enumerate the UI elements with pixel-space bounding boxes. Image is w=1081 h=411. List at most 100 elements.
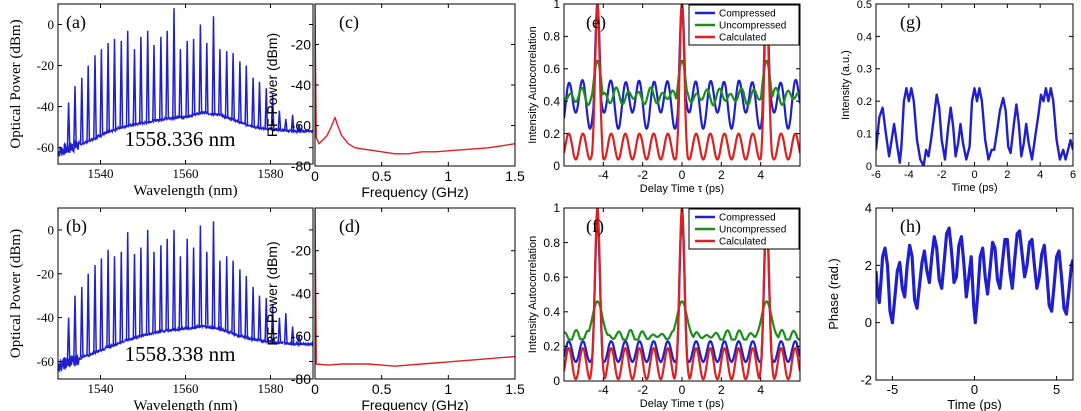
comb-line-14 bbox=[158, 245, 163, 332]
series-line-calculated bbox=[564, 4, 800, 161]
y-tick-label: 0.2 bbox=[543, 127, 560, 141]
comb-line-1 bbox=[73, 86, 77, 147]
comb-line-22 bbox=[211, 16, 216, 115]
x-tick-label: 1560 bbox=[173, 166, 199, 181]
comb-line-21 bbox=[204, 251, 209, 327]
comb-line-32 bbox=[277, 317, 282, 343]
plot-area-c bbox=[315, 4, 515, 155]
chart-panel-d: 0 0.5 1 1.5 -20 -40 -60 -80 Frequency (GHz) RF Po… bbox=[264, 207, 525, 411]
plot-area-a bbox=[58, 8, 313, 157]
wavelength-annotation: 1558.338 nm bbox=[125, 342, 236, 366]
y-tick-label: 0 bbox=[48, 17, 55, 32]
comb-line-33 bbox=[283, 118, 288, 131]
comb-line-4 bbox=[93, 55, 97, 138]
comb-line-33 bbox=[283, 313, 288, 344]
comb-line-30 bbox=[264, 297, 269, 342]
x-tick-label: 0 bbox=[679, 168, 686, 182]
y-tick-label: -40 bbox=[291, 77, 311, 93]
x-axis-label: Wavelength (nm) bbox=[133, 183, 237, 199]
chart-panel-a: 1540 1560 1580 0 -20 -40 -60 Wavelength (nm) Opt… bbox=[8, 3, 314, 199]
y-tick-label: -60 bbox=[291, 328, 311, 344]
y-tick-label: 0 bbox=[48, 222, 55, 237]
legend-entry: Calculated bbox=[719, 237, 766, 248]
comb-line-23 bbox=[217, 49, 222, 115]
comb-line-30 bbox=[264, 88, 269, 129]
comb-line-19 bbox=[191, 38, 196, 115]
legend-entry: Uncompressed bbox=[719, 21, 786, 32]
y-tick-label: 0.8 bbox=[543, 236, 560, 250]
chart-panel-h: -5 0 5 -2 0 2 4 Time (ps) Phase (rad.) (h) bbox=[826, 201, 1074, 411]
comb-line-18 bbox=[185, 238, 190, 329]
panel-label: (e) bbox=[586, 12, 606, 33]
y-tick-label: -80 bbox=[291, 158, 311, 174]
chart-panel-g: -6 -4 -2 0 2 4 6 0 0.1 0.2 0.3 0.4 0.5 Time (ps) Inten… bbox=[840, 0, 1076, 194]
y-tick-label: -80 bbox=[291, 371, 311, 387]
series-line-uncompressed bbox=[564, 300, 800, 341]
x-axis-label: Time (ps) bbox=[947, 397, 1001, 411]
x-axis-label: Delay Time τ (ps) bbox=[640, 183, 724, 195]
comb-line-8 bbox=[119, 251, 124, 342]
y-tick-label: 1 bbox=[553, 201, 560, 215]
comb-line-6 bbox=[106, 249, 111, 348]
comb-line-3 bbox=[86, 65, 91, 142]
x-tick-label: 1540 bbox=[88, 166, 114, 181]
y-axis-label: Intensity Autocorrelation bbox=[527, 236, 539, 353]
comb-line-13 bbox=[152, 251, 156, 333]
comb-line-9 bbox=[125, 30, 130, 126]
legend-entry: Compressed bbox=[719, 213, 776, 224]
comb-line-31 bbox=[270, 94, 275, 130]
y-tick-label: -20 bbox=[291, 36, 311, 52]
y-tick-label: 0.4 bbox=[543, 305, 560, 319]
comb-line-20 bbox=[198, 225, 203, 327]
y-tick-label: 0 bbox=[553, 374, 560, 388]
x-axis-label: Delay Time τ (ps) bbox=[640, 398, 724, 410]
x-axis-label: Time (ps) bbox=[951, 182, 997, 194]
y-tick-label: -20 bbox=[37, 266, 54, 281]
x-tick-label: 0 bbox=[311, 168, 319, 184]
comb-line-25 bbox=[231, 260, 236, 334]
x-tick-label: 1 bbox=[444, 168, 452, 184]
panel-label: (a) bbox=[66, 12, 86, 33]
y-axis-label: Intensity Autocorrelation bbox=[527, 26, 539, 143]
panel-label: (h) bbox=[900, 216, 921, 237]
panel-label: (f) bbox=[586, 216, 604, 237]
x-tick-label: 2 bbox=[1004, 169, 1010, 181]
comb-line-29 bbox=[257, 81, 262, 128]
plot-area-h bbox=[876, 226, 1073, 325]
y-tick-label: -60 bbox=[37, 354, 54, 369]
y-tick-label: 0 bbox=[553, 159, 560, 173]
x-tick-label: 1580 bbox=[258, 166, 284, 181]
y-tick-label: 0.3 bbox=[857, 64, 872, 76]
series-line-series-0 bbox=[876, 226, 1073, 325]
y-tick-label: -60 bbox=[291, 117, 311, 133]
y-axis-label: Intensity (a.u.) bbox=[840, 50, 852, 120]
series-line-series-0 bbox=[315, 4, 515, 155]
comb-line-27 bbox=[244, 65, 249, 125]
comb-line-21 bbox=[204, 42, 209, 114]
comb-line-16 bbox=[172, 8, 176, 118]
x-tick-label: 6 bbox=[1070, 169, 1076, 181]
x-tick-label: 2 bbox=[718, 168, 725, 182]
plot-area-d bbox=[315, 208, 515, 367]
x-tick-label: 0 bbox=[679, 383, 686, 397]
plot-area-b bbox=[58, 221, 313, 374]
y-tick-label: -60 bbox=[37, 140, 54, 155]
y-axis-label: Optical Power (dBm) bbox=[8, 229, 24, 358]
comb-line-26 bbox=[237, 269, 242, 337]
plot-area-f bbox=[564, 208, 800, 381]
y-tick-label: 0.4 bbox=[857, 31, 872, 43]
chart-panel-c: 0 0.5 1 1.5 -20 -40 -60 -80 Frequency (GHz) RF Po… bbox=[264, 3, 525, 200]
comb-line-7 bbox=[112, 38, 117, 130]
y-tick-label: 4 bbox=[865, 201, 872, 216]
y-tick-label: -20 bbox=[37, 58, 54, 73]
y-tick-label: -20 bbox=[291, 243, 311, 259]
x-axis-label: Frequency (GHz) bbox=[361, 184, 468, 200]
comb-line-34 bbox=[290, 326, 295, 344]
comb-line-11 bbox=[138, 247, 143, 336]
comb-line-6 bbox=[106, 42, 111, 133]
chart-panel-e: -4 -2 0 2 4 0 0.2 0.4 0.6 0.8 1 Delay Time τ (ps) In… bbox=[527, 0, 801, 195]
panel-label: (b) bbox=[66, 216, 87, 237]
comb-line-1 bbox=[73, 295, 77, 361]
x-axis-label: Frequency (GHz) bbox=[361, 397, 468, 411]
